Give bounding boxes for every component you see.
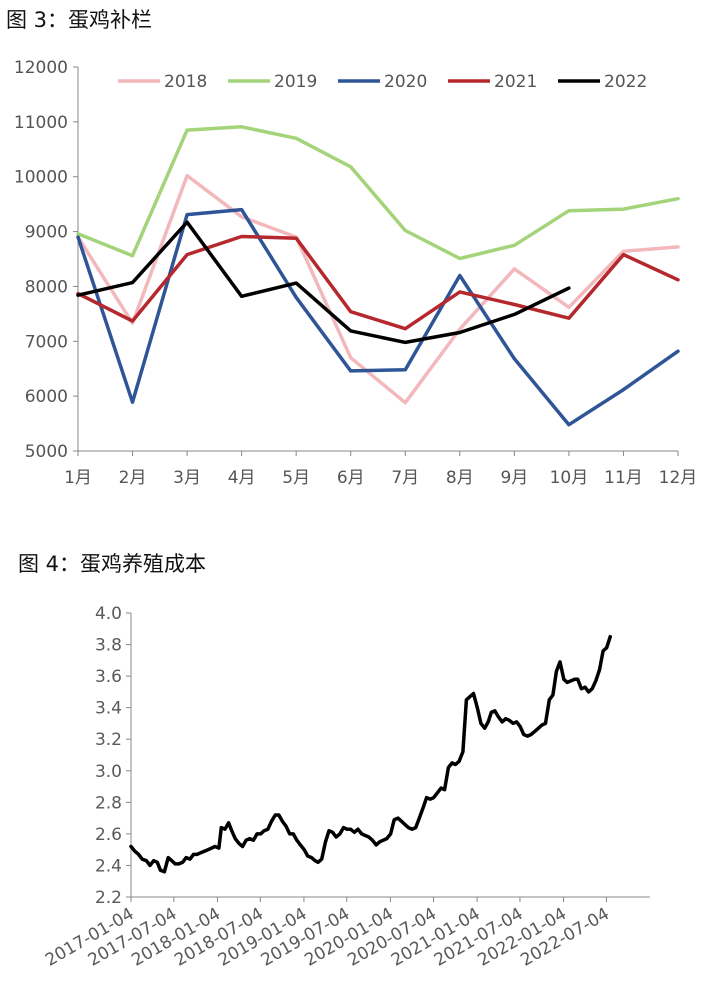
- legend-label-2018: 2018: [164, 72, 207, 92]
- y-tick-label: 9000: [25, 223, 68, 243]
- x-tick-label: 3月: [173, 468, 201, 488]
- x-tick-label: 10月: [550, 468, 589, 488]
- y-tick-label: 2.2: [95, 888, 122, 908]
- y-tick-label: 3.8: [95, 636, 122, 656]
- y-tick-label: 2.6: [95, 825, 122, 845]
- x-tick-label: 11月: [604, 468, 643, 488]
- y-tick-label: 12000: [14, 58, 68, 78]
- y-tick-label: 2.4: [95, 856, 122, 876]
- y-tick-label: 3.6: [95, 667, 122, 687]
- y-tick-label: 11000: [14, 113, 68, 133]
- series-line-2022: [76, 220, 571, 345]
- y-tick-label: 3.0: [95, 762, 122, 782]
- legend-label-2019: 2019: [274, 72, 317, 92]
- legend-label-2022: 2022: [604, 72, 647, 92]
- x-tick-label: 2月: [119, 468, 147, 488]
- y-tick-label: 3.2: [95, 730, 122, 750]
- x-tick-label: 9月: [500, 468, 528, 488]
- chart-title: 图 3：蛋鸡补栏: [6, 8, 153, 32]
- series-line-2019: [76, 125, 680, 261]
- y-tick-label: 10000: [14, 168, 68, 188]
- y-tick-label: 5000: [25, 442, 68, 462]
- legend-label-2021: 2021: [494, 72, 537, 92]
- x-tick-label: 12月: [659, 468, 698, 488]
- series-line-2021: [76, 234, 680, 331]
- series-line-2020: [76, 207, 680, 427]
- y-tick-label: 6000: [25, 387, 68, 407]
- x-tick-label: 4月: [228, 468, 256, 488]
- x-tick-label: 7月: [391, 468, 419, 488]
- x-tick-label: 5月: [282, 468, 310, 488]
- x-tick-label: 8月: [446, 468, 474, 488]
- series-line-2018: [76, 173, 680, 405]
- chart-title: 图 4：蛋鸡养殖成本: [18, 552, 207, 576]
- y-tick-label: 4.0: [95, 604, 122, 624]
- y-tick-label: 8000: [25, 277, 68, 297]
- legend-label-2020: 2020: [384, 72, 427, 92]
- y-tick-label: 3.4: [95, 699, 122, 719]
- y-tick-label: 2.8: [95, 793, 122, 813]
- x-tick-label: 6月: [337, 468, 365, 488]
- egg-chicken-restocking-chart: 5000 6000 7000 8000 9000 10000 11000 12000 1月 2月 3…: [14, 58, 698, 488]
- x-tick-label: 1月: [64, 468, 92, 488]
- cost-series-line: [129, 634, 612, 874]
- y-tick-label: 7000: [25, 332, 68, 352]
